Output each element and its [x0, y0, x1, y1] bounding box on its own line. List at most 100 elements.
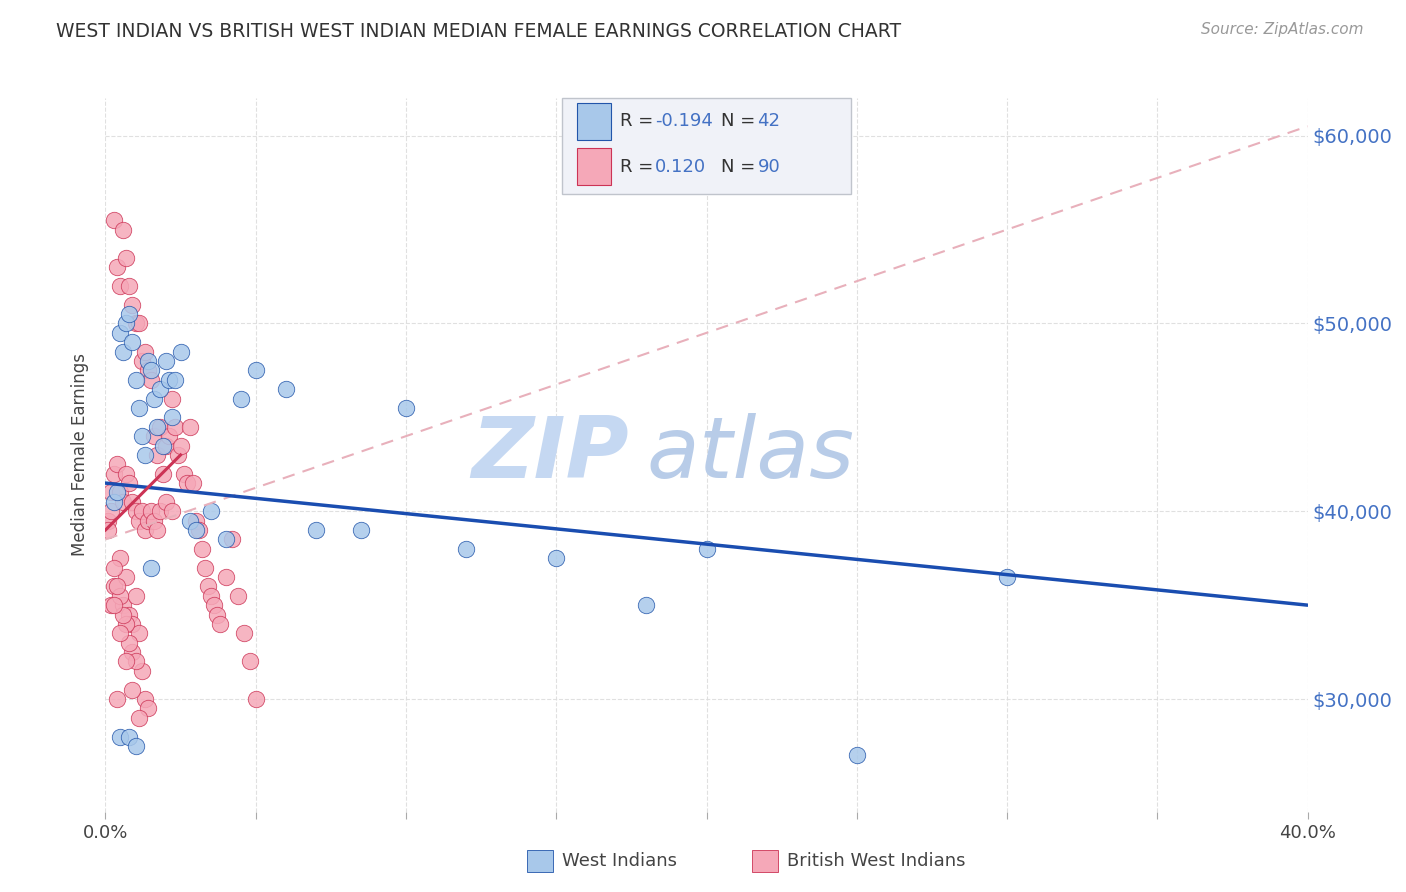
Point	[136, 701, 159, 715]
Point	[103, 560, 125, 574]
Text: West Indians: West Indians	[562, 852, 678, 871]
Point	[107, 692, 129, 706]
Point	[121, 335, 143, 350]
Point	[110, 485, 132, 500]
Point	[110, 326, 132, 340]
Point	[145, 419, 167, 434]
Point	[107, 485, 129, 500]
Point	[194, 560, 217, 574]
Point	[124, 504, 146, 518]
Point	[179, 514, 201, 528]
Point	[131, 664, 153, 678]
Point	[112, 598, 135, 612]
Point	[121, 495, 143, 509]
Point	[202, 598, 225, 612]
Point	[160, 410, 183, 425]
Text: atlas: atlas	[647, 413, 855, 497]
Point	[169, 438, 191, 452]
Point	[274, 382, 297, 396]
Point	[148, 504, 170, 518]
Point	[696, 541, 718, 556]
Point	[110, 279, 132, 293]
Point	[124, 373, 146, 387]
Text: 0.120: 0.120	[655, 158, 706, 176]
Point	[181, 476, 204, 491]
Point	[139, 373, 162, 387]
Point	[131, 504, 153, 518]
Point	[103, 598, 125, 612]
Point	[139, 560, 162, 574]
Point	[112, 495, 135, 509]
Point	[97, 523, 120, 537]
Point	[112, 222, 135, 236]
Point	[103, 579, 125, 593]
Point	[128, 401, 150, 415]
Point	[155, 438, 177, 452]
Point	[200, 589, 222, 603]
Point	[110, 626, 132, 640]
Point	[124, 739, 146, 753]
Point	[200, 504, 222, 518]
Point	[245, 363, 267, 377]
Point	[157, 373, 180, 387]
Point	[636, 598, 658, 612]
Point	[131, 354, 153, 368]
Point	[187, 523, 209, 537]
Point	[118, 476, 141, 491]
Point	[176, 476, 198, 491]
Point	[136, 354, 159, 368]
Point	[142, 429, 165, 443]
Point	[118, 730, 141, 744]
Point	[115, 317, 138, 331]
Text: R =: R =	[620, 158, 659, 176]
Point	[134, 523, 156, 537]
Point	[221, 533, 243, 547]
Point	[160, 392, 183, 406]
Point	[454, 541, 477, 556]
Point	[139, 363, 162, 377]
Point	[184, 523, 207, 537]
Point	[134, 344, 156, 359]
Point	[118, 307, 141, 321]
Point	[115, 570, 138, 584]
Point	[197, 579, 219, 593]
Text: N =: N =	[721, 112, 761, 130]
Point	[208, 616, 231, 631]
Point	[239, 655, 262, 669]
Point	[128, 711, 150, 725]
Point	[305, 523, 328, 537]
Point	[121, 616, 143, 631]
Point	[112, 607, 135, 622]
Point	[179, 419, 201, 434]
Text: 90: 90	[758, 158, 780, 176]
Point	[214, 570, 236, 584]
Point	[118, 636, 141, 650]
Point	[124, 589, 146, 603]
Point	[136, 363, 159, 377]
Point	[229, 392, 252, 406]
Point	[103, 495, 125, 509]
Point	[107, 579, 129, 593]
Text: Source: ZipAtlas.com: Source: ZipAtlas.com	[1201, 22, 1364, 37]
Point	[160, 504, 183, 518]
Point	[995, 570, 1018, 584]
Point	[152, 438, 174, 452]
Point	[124, 655, 146, 669]
Point	[115, 616, 138, 631]
Point	[395, 401, 418, 415]
Point	[134, 692, 156, 706]
Text: -0.194: -0.194	[655, 112, 713, 130]
Point	[124, 317, 146, 331]
Point	[145, 523, 167, 537]
Point	[845, 748, 868, 763]
Point	[139, 504, 162, 518]
Text: British West Indians: British West Indians	[787, 852, 966, 871]
Point	[110, 730, 132, 744]
Text: 42: 42	[758, 112, 780, 130]
Point	[112, 344, 135, 359]
Text: WEST INDIAN VS BRITISH WEST INDIAN MEDIAN FEMALE EARNINGS CORRELATION CHART: WEST INDIAN VS BRITISH WEST INDIAN MEDIA…	[56, 22, 901, 41]
Point	[100, 504, 122, 518]
Point	[100, 485, 122, 500]
Point	[107, 260, 129, 274]
Point	[546, 551, 568, 566]
